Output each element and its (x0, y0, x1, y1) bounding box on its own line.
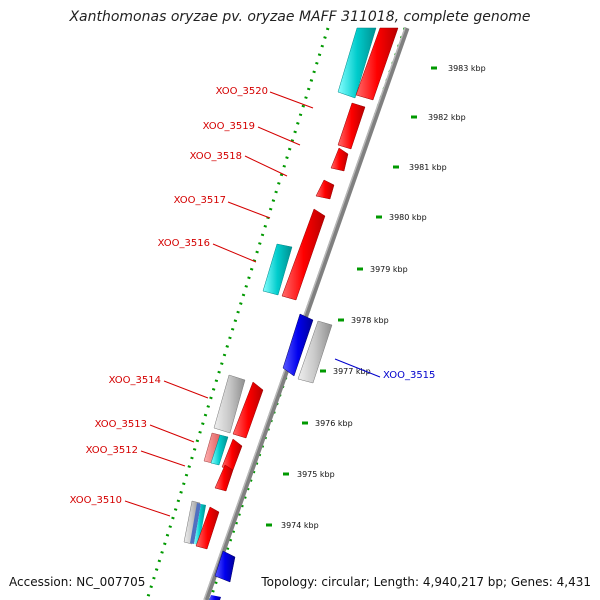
gene-feature-blue[interactable] (214, 550, 236, 583)
gene-label[interactable]: XOO_3514 (109, 375, 161, 386)
tick-label: 3983 kbp (448, 64, 486, 73)
gene-label[interactable]: XOO_3520 (216, 86, 268, 97)
tick-label: 3977 kbp (333, 367, 371, 376)
label-leader-lines (124, 91, 381, 517)
gene-feature-cyan[interactable] (194, 504, 206, 545)
tick-label: 3975 kbp (297, 470, 335, 479)
accession-text: Accession: NC_007705 (9, 575, 146, 589)
inner-guide-line (145, 27, 330, 600)
gene-label[interactable]: XOO_3512 (86, 445, 138, 456)
gene-feature-red[interactable] (195, 506, 220, 550)
tick-label: 3981 kbp (409, 163, 447, 172)
gene-feature-red[interactable] (214, 464, 234, 492)
gene-feature-cyan[interactable] (262, 243, 293, 296)
gene-label[interactable]: XOO_3516 (158, 238, 210, 249)
gene-label[interactable]: XOO_3519 (203, 121, 255, 132)
gene-label[interactable]: XOO_3510 (70, 495, 122, 506)
tick-label: 3976 kbp (315, 419, 353, 428)
genome-summary-text: Topology: circular; Length: 4,940,217 bp… (261, 575, 591, 589)
tick-label: 3978 kbp (351, 316, 389, 325)
gene-feature-cyan[interactable] (210, 434, 229, 466)
tick-label: 3974 kbp (281, 521, 319, 530)
map-title: Xanthomonas oryzae pv. oryzae MAFF 31101… (69, 9, 531, 25)
gene-features[interactable] (183, 27, 399, 600)
tick-label: 3982 kbp (428, 113, 466, 122)
gene-feature-red[interactable] (281, 208, 326, 301)
tick-marks (266, 66, 437, 527)
genome-backbone (203, 27, 410, 600)
gene-feature-red[interactable] (330, 147, 349, 172)
gene-feature-gray[interactable] (213, 374, 246, 434)
gene-feature-blue[interactable] (209, 595, 221, 600)
gene-label[interactable]: XOO_3515 (383, 370, 435, 381)
gene-feature-cyan[interactable] (337, 27, 377, 99)
gene-label[interactable]: XOO_3518 (190, 151, 242, 162)
gene-label[interactable]: XOO_3513 (95, 419, 147, 430)
gene-label[interactable]: XOO_3517 (174, 195, 226, 206)
gene-feature-red[interactable] (337, 102, 366, 150)
gene-feature-blue[interactable] (190, 503, 201, 544)
tick-label: 3980 kbp (389, 213, 427, 222)
gene-feature-blue[interactable] (282, 313, 314, 377)
gene-feature-red[interactable] (232, 381, 264, 439)
gene-labels[interactable]: XOO_3520 XOO_3519 XOO_3518 XOO_3517 XOO_… (70, 86, 436, 506)
gene-feature-red[interactable] (315, 179, 335, 200)
tick-labels: 3983 kbp 3982 kbp 3981 kbp 3980 kbp 3979… (281, 64, 486, 530)
tick-label: 3979 kbp (370, 265, 408, 274)
gene-feature-gray[interactable] (297, 320, 333, 384)
gene-feature-red[interactable] (355, 27, 399, 101)
